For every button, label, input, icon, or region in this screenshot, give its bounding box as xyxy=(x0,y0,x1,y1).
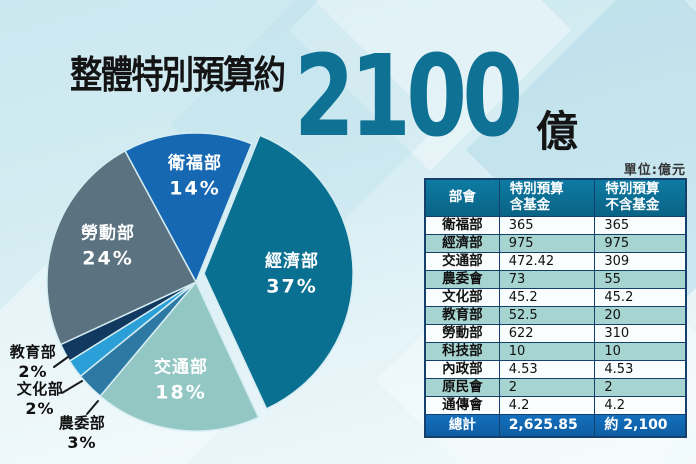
ministry-name-cell: 經濟部 xyxy=(424,234,500,253)
without-fund-cell: 310 xyxy=(594,324,687,343)
slice-percent-label: 14% xyxy=(169,177,221,200)
pie-slice-labor xyxy=(46,149,198,346)
pie-inside-label-transport: 交通部 18% xyxy=(154,353,208,404)
table-row-1: 衛福部 365 365 xyxy=(424,216,687,235)
table-row-9: 內政部 4.53 4.53 xyxy=(424,360,687,379)
total-without-fund-cell: 約 2,100 xyxy=(594,414,687,438)
budget-table-total: 總計 2,625.85 約 2,100 xyxy=(424,414,687,438)
title-amount: 2100 xyxy=(294,32,523,162)
pie-inside-label-economy: 經濟部 37% xyxy=(265,247,319,298)
ministry-name-cell: 文化部 xyxy=(424,288,500,307)
slice-percent-label: 37% xyxy=(266,275,318,298)
slice-name-label: 交通部 xyxy=(154,357,208,378)
with-fund-cell: 2 xyxy=(498,378,596,397)
table-row-2: 經濟部 975 975 xyxy=(424,234,687,253)
table-row-8: 科技部 10 10 xyxy=(424,342,687,361)
label-leader-line-education xyxy=(53,356,69,368)
budget-table-header: 部會 特別預算 含基金 特別預算 不含基金 xyxy=(424,178,687,217)
slice-percent-label: 2% xyxy=(18,362,48,381)
slice-name-label: 勞動部 xyxy=(81,223,135,244)
pie-inside-label-labor: 勞動部 24% xyxy=(81,219,135,270)
label-leader-line-agriculture xyxy=(86,400,99,415)
slice-name-label: 教育部 xyxy=(9,343,57,361)
header-without-fund-line1: 特別預算 xyxy=(605,181,660,198)
pie-slice-economy xyxy=(203,134,354,410)
pie-chart xyxy=(46,132,354,432)
without-fund-cell: 4.53 xyxy=(594,360,687,379)
slice-name-label: 衛福部 xyxy=(168,153,222,174)
with-fund-cell: 45.2 xyxy=(498,288,596,307)
without-fund-cell: 309 xyxy=(594,252,687,271)
pie-outside-label-agriculture: 農委部 3% xyxy=(59,412,106,452)
without-fund-cell: 975 xyxy=(594,234,687,253)
with-fund-cell: 52.5 xyxy=(498,306,596,325)
with-fund-cell: 975 xyxy=(498,234,596,253)
without-fund-cell: 365 xyxy=(594,216,687,235)
title-amount-unit: 億 xyxy=(536,107,579,156)
table-row-7: 勞動部 622 310 xyxy=(424,324,687,343)
total-label-cell: 總計 xyxy=(424,414,500,438)
slice-percent-label: 24% xyxy=(82,247,134,270)
without-fund-cell: 2 xyxy=(594,378,687,397)
page-title: 整體特別預算約 xyxy=(70,53,286,97)
header-with-fund-line2: 含基金 xyxy=(509,197,551,213)
slice-name-label: 經濟部 xyxy=(265,251,319,272)
table-row-10: 原民會 2 2 xyxy=(424,378,687,397)
ministry-name-cell: 衛福部 xyxy=(424,216,500,235)
with-fund-cell: 4.53 xyxy=(498,360,596,379)
table-row-4: 農委會 73 55 xyxy=(424,270,687,289)
table-row-11: 通傳會 4.2 4.2 xyxy=(424,396,687,415)
slice-name-label: 文化部 xyxy=(16,380,64,398)
header-with-fund-line1: 特別預算 xyxy=(509,181,564,198)
total-row: 總計 2,625.85 約 2,100 xyxy=(424,414,687,438)
table-row-5: 文化部 45.2 45.2 xyxy=(424,288,687,307)
with-fund-cell: 73 xyxy=(498,270,596,289)
pie-outside-label-culture: 文化部 2% xyxy=(17,378,64,418)
total-with-fund-cell: 2,625.85 xyxy=(498,414,596,438)
pie-inside-label-health: 衛福部 14% xyxy=(168,149,222,200)
with-fund-cell: 365 xyxy=(498,216,596,235)
ministry-name-cell: 通傳會 xyxy=(424,396,500,415)
ministry-name-cell: 教育部 xyxy=(424,306,500,325)
without-fund-cell: 4.2 xyxy=(594,396,687,415)
with-fund-cell: 622 xyxy=(498,324,596,343)
header-without-fund-line2: 不含基金 xyxy=(605,197,660,213)
table-row-3: 交通部 472.42 309 xyxy=(424,252,687,271)
slice-percent-label: 2% xyxy=(25,399,55,418)
ministry-name-cell: 勞動部 xyxy=(424,324,500,343)
label-leader-line-culture xyxy=(61,380,83,394)
slice-name-label: 農委部 xyxy=(58,414,106,432)
with-fund-cell: 10 xyxy=(498,342,596,361)
ministry-name-cell: 科技部 xyxy=(424,342,500,361)
header-ministry: 部會 xyxy=(424,178,500,217)
without-fund-cell: 45.2 xyxy=(594,288,687,307)
pie-outside-label-education: 教育部 2% xyxy=(10,341,57,381)
pie-slice-transport xyxy=(99,280,260,432)
ministry-name-cell: 農委會 xyxy=(424,270,500,289)
table-row-6: 教育部 52.5 20 xyxy=(424,306,687,325)
with-fund-cell: 4.2 xyxy=(498,396,596,415)
header-with-fund: 特別預算 含基金 xyxy=(498,178,596,217)
table-unit-label: 單位:億元 xyxy=(623,163,686,178)
without-fund-cell: 20 xyxy=(594,306,687,325)
header-without-fund: 特別預算 不含基金 xyxy=(594,178,687,217)
ministry-name-cell: 原民會 xyxy=(424,378,500,397)
slice-percent-label: 3% xyxy=(67,433,97,452)
without-fund-cell: 10 xyxy=(594,342,687,361)
ministry-name-cell: 交通部 xyxy=(424,252,500,271)
with-fund-cell: 472.42 xyxy=(498,252,596,271)
pie-slice-health xyxy=(124,132,253,284)
budget-table: 部會 特別預算 含基金 特別預算 不含基金 衛福部 365 365 經濟部 975 975… xyxy=(424,178,687,438)
ministry-name-cell: 內政部 xyxy=(424,360,500,379)
without-fund-cell: 55 xyxy=(594,270,687,289)
slice-percent-label: 18% xyxy=(155,381,207,404)
